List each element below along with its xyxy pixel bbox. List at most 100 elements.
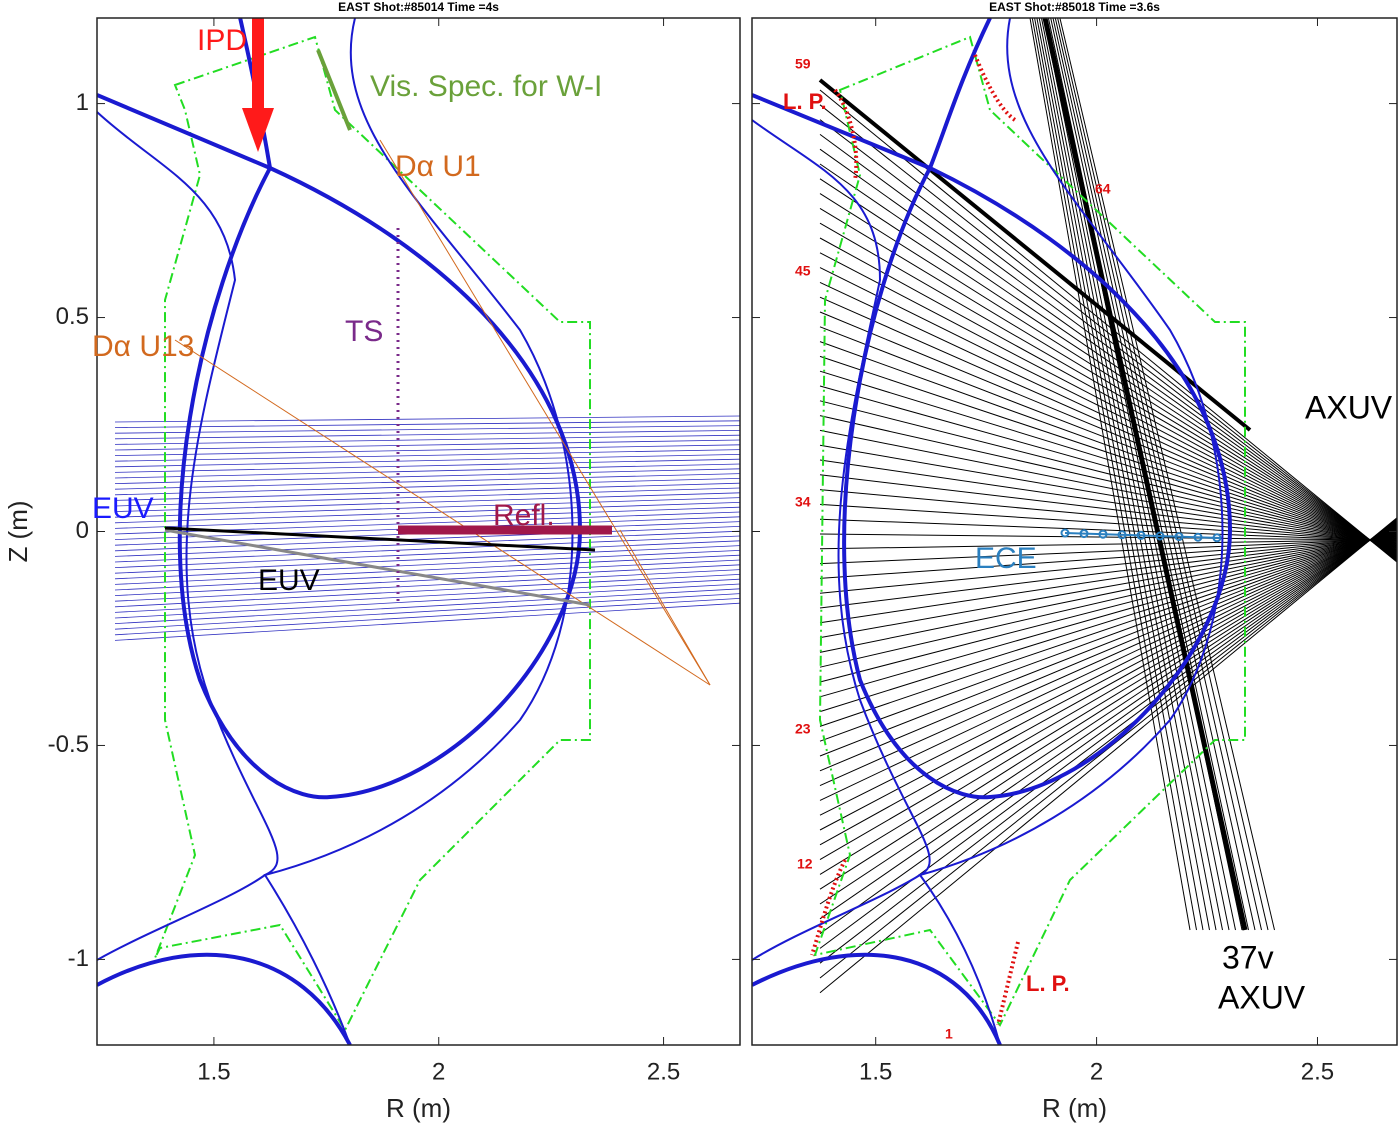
fan-chord: [819, 537, 1397, 579]
fan-chord: [819, 525, 1397, 816]
chord: [114, 554, 740, 585]
fan-chord: [819, 518, 1397, 964]
fan-chord: [1054, 18, 1262, 931]
annotation: 12: [797, 856, 813, 872]
chord: [114, 506, 740, 529]
fan-chord: [819, 474, 1397, 544]
chord: [114, 478, 740, 496]
annotation: Dα U1: [395, 150, 481, 183]
ipd-arrowhead: [242, 108, 274, 152]
chord: [114, 564, 740, 596]
fan-chord: [819, 528, 1397, 757]
lp-probes: [833, 88, 859, 181]
da-u1-chord: [379, 139, 711, 686]
fan-chord: [819, 429, 1397, 546]
x-axis-label: R (m): [386, 1093, 451, 1123]
fan-chord: [1036, 18, 1210, 931]
chord: [114, 425, 740, 434]
chord: [114, 444, 740, 456]
chord: [114, 482, 740, 501]
chord: [114, 434, 740, 445]
fan-chord: [819, 385, 1397, 549]
ece-point: [1193, 532, 1203, 542]
fan-chord: [819, 533, 1397, 653]
chord: [114, 430, 740, 440]
fan-chord: [819, 539, 1397, 550]
fan-chord: [1043, 18, 1230, 931]
ece-point: [1155, 531, 1165, 541]
fan-chord: [819, 193, 1397, 558]
fan-chord: [819, 148, 1397, 560]
fan-chord: [819, 534, 1397, 639]
annotation: EUV: [258, 564, 320, 597]
fan-chord: [819, 536, 1397, 594]
fan-chord: [819, 523, 1397, 861]
vis-spec: [316, 49, 352, 131]
right-drawing: [752, 18, 1397, 1045]
fan-chord: [819, 503, 1397, 543]
annotation: EUV: [92, 492, 154, 525]
fan-chord: [819, 520, 1397, 920]
chord: [114, 583, 740, 619]
x-tick-label: 1.5: [197, 1058, 230, 1085]
annotation: AXUV: [1305, 389, 1393, 425]
fan-chord: [819, 341, 1397, 551]
da-u13-chord: [174, 339, 711, 686]
fan-chord: [1050, 18, 1249, 931]
fan-chord: [819, 222, 1397, 557]
x-tick-label: 2.5: [647, 1058, 680, 1085]
fan-chord: [819, 519, 1397, 949]
chart-title: EAST Shot:#85018 Time =3.6s: [989, 0, 1160, 14]
chord: [114, 545, 740, 574]
x-tick-label: 2: [1090, 1058, 1103, 1085]
ece-point: [1174, 532, 1184, 542]
y-axis-label: Z (m): [3, 500, 33, 562]
annotation: AXUV: [1218, 979, 1306, 1015]
fan-chord: [819, 489, 1397, 543]
annotation: 59: [795, 56, 811, 72]
fan-chord: [819, 355, 1397, 550]
lp-probes: [810, 859, 847, 956]
fan-chord: [819, 527, 1397, 787]
chord: [114, 487, 740, 507]
annotation: 64: [1095, 181, 1111, 197]
fan-chord: [819, 326, 1397, 552]
fan-chord: [819, 520, 1397, 935]
ece-point: [1098, 529, 1108, 539]
chord: [114, 449, 740, 462]
chord: [114, 492, 740, 512]
y-tick-label: 1: [76, 89, 89, 116]
fan-chord: [819, 133, 1397, 561]
fan-chord: [819, 370, 1397, 549]
fan-chord: [819, 535, 1397, 624]
y-tick-label: 0.5: [56, 303, 89, 330]
axuv-thick: [1042, 18, 1248, 931]
fan-chord: [819, 532, 1397, 683]
fan-chord: [819, 536, 1397, 609]
fan-chord: [819, 525, 1397, 831]
ece-point: [1136, 530, 1146, 540]
fan-chord: [819, 517, 1397, 994]
fan-chord: [819, 530, 1397, 727]
fan-chord: [819, 415, 1397, 547]
fan-chord: [1041, 18, 1223, 931]
chord: [114, 526, 740, 552]
euv-gray: [164, 528, 591, 607]
fan-chord: [819, 281, 1397, 554]
ece-point: [1060, 528, 1070, 538]
fan-chord: [819, 518, 1397, 542]
fan-chord: [819, 521, 1397, 905]
y-tick-label: 0: [76, 517, 89, 544]
fan-chord: [1059, 18, 1275, 931]
x-tick-label: 1.5: [859, 1058, 892, 1085]
annotation: 1: [945, 1026, 953, 1042]
annotation: TS: [345, 315, 383, 348]
chord: [114, 468, 740, 484]
annotation: L. P.: [1026, 971, 1070, 996]
separatrix: [177, 166, 583, 800]
lp-probes: [996, 941, 1020, 1026]
chord: [114, 602, 740, 641]
fan-chord: [819, 522, 1397, 875]
chord: [114, 415, 740, 423]
